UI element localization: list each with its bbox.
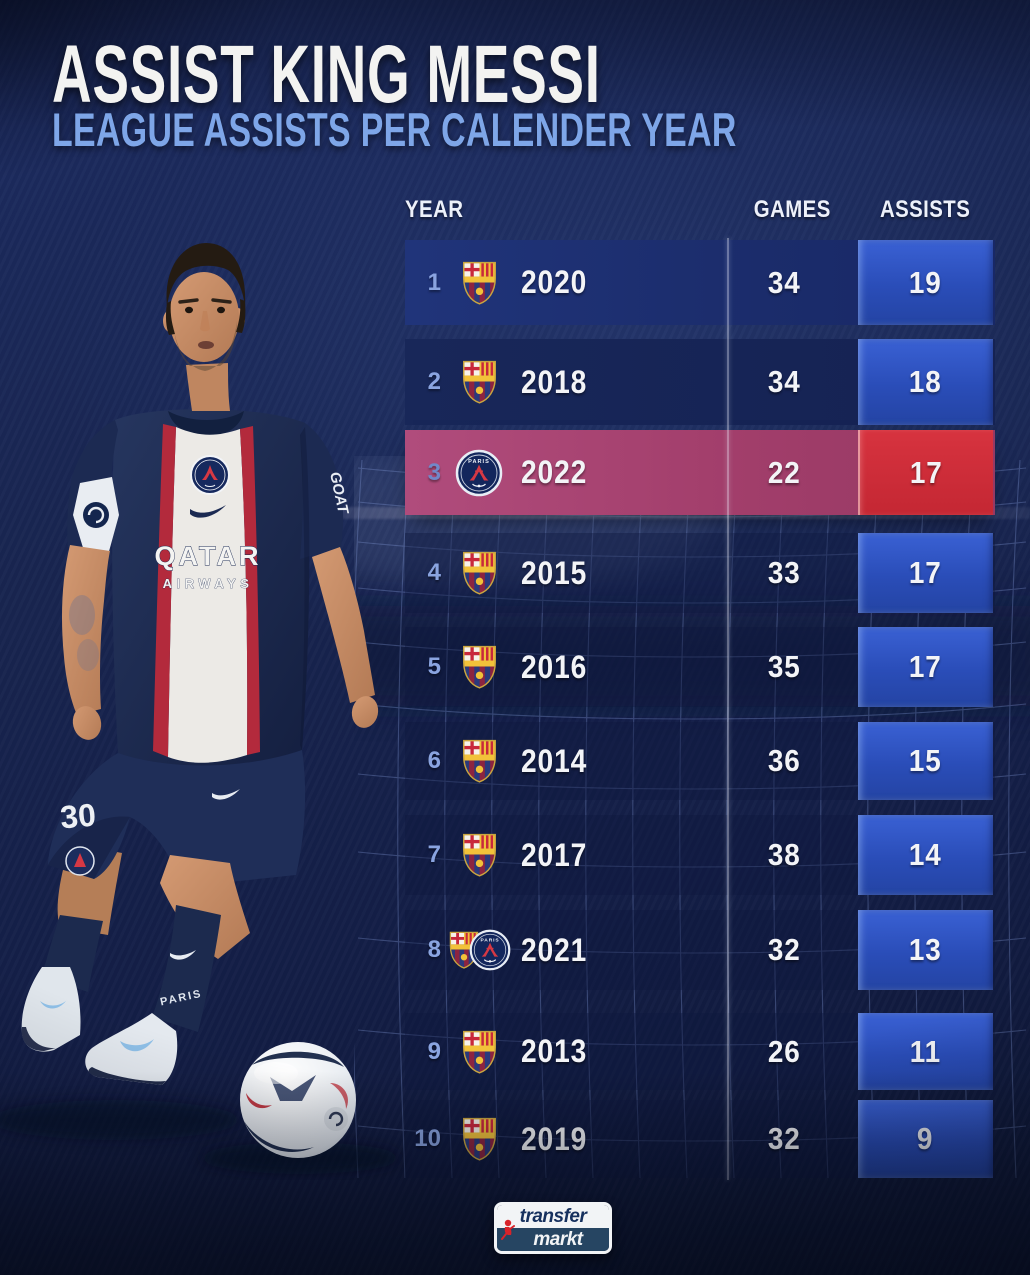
games-value: 34 (767, 364, 801, 399)
assists-value: 13 (909, 932, 942, 967)
table-row: 5 2016 35 17 (405, 627, 995, 707)
rank-label: 9 (427, 1037, 441, 1065)
barcelona-crest-icon (461, 738, 498, 784)
barcelona-crest-icon (461, 1116, 498, 1162)
assists-value: 11 (909, 1033, 942, 1069)
club-crest (445, 430, 513, 515)
year-value: 2016 (521, 648, 588, 685)
rank-label: 4 (427, 559, 441, 586)
assists-value: 9 (917, 1121, 934, 1156)
table-row: 10 2019 32 9 (405, 1100, 995, 1178)
assists-value: 17 (910, 454, 943, 490)
table-row: 9 2013 26 11 (405, 1013, 995, 1090)
year-value: 2014 (521, 742, 588, 779)
games-value: 32 (767, 932, 801, 967)
games-value: 32 (767, 1121, 801, 1156)
assists-cell: 18 (858, 339, 993, 425)
assists-value: 17 (909, 555, 942, 590)
games-value: 38 (767, 837, 801, 872)
club-crest (445, 722, 513, 800)
barcelona-crest-icon (461, 832, 498, 878)
club-crest (445, 815, 513, 895)
table-row: 8 2021 32 13 (405, 910, 995, 990)
rank-label: 6 (427, 747, 441, 774)
games-value: 26 (767, 1033, 801, 1069)
assists-cell: 13 (858, 910, 993, 990)
year-value: 2013 (521, 1033, 588, 1069)
club-crest (445, 240, 513, 325)
rank-label: 7 (427, 841, 441, 868)
assists-value: 18 (909, 364, 942, 399)
assists-value: 15 (909, 743, 942, 778)
year-value: 2022 (521, 454, 588, 490)
assists-cell: 9 (858, 1100, 993, 1178)
club-crest (445, 1100, 513, 1178)
assists-cell: 17 (858, 627, 993, 707)
table-row: 3 2022 22 17 (405, 430, 995, 515)
games-value: 34 (767, 264, 801, 300)
barcelona-crest-icon (461, 1029, 498, 1075)
year-value: 2017 (521, 836, 588, 873)
table-row: 2 2018 34 18 (405, 339, 995, 425)
rank-label: 8 (427, 936, 441, 963)
club-crest (445, 627, 513, 707)
assists-cell: 14 (858, 815, 993, 895)
logo-text-top: transfer (519, 1206, 587, 1227)
table-row: 4 2015 33 17 (405, 533, 995, 613)
rank-label: 2 (427, 368, 441, 395)
rank-label: 1 (427, 268, 441, 296)
games-value: 35 (767, 649, 801, 684)
club-crest (445, 1013, 513, 1090)
assists-cell: 17 (858, 430, 993, 515)
year-value: 2015 (521, 554, 588, 591)
barcelona-crest-icon (461, 260, 498, 306)
column-divider-line (727, 238, 729, 1180)
assists-cell: 17 (858, 533, 993, 613)
barcelona-crest-icon (461, 644, 498, 690)
club-crest (445, 533, 513, 613)
assists-cell: 11 (858, 1013, 993, 1090)
table-row: 1 2020 34 19 (405, 240, 995, 325)
assists-value: 14 (909, 837, 942, 872)
games-value: 36 (767, 743, 801, 778)
games-value: 33 (767, 555, 801, 590)
club-crest (445, 339, 513, 425)
transfermarkt-mascot-icon (501, 1219, 515, 1240)
rank-label: 3 (427, 458, 441, 486)
year-value: 2018 (521, 363, 588, 400)
table-row: 7 2017 38 14 (405, 815, 995, 895)
assists-value: 17 (909, 649, 942, 684)
psg-crest-icon (469, 929, 511, 971)
table-row: 6 2014 36 15 (405, 722, 995, 800)
transfermarkt-logo: transfer markt (494, 1202, 612, 1254)
barcelona-crest-icon (461, 359, 498, 405)
year-value: 2020 (521, 264, 588, 300)
rank-label: 10 (414, 1125, 441, 1152)
assists-cell: 19 (858, 240, 993, 325)
psg-crest-icon (455, 449, 503, 497)
logo-text-bottom: markt (533, 1229, 583, 1250)
games-value: 22 (767, 454, 801, 490)
year-value: 2019 (521, 1120, 588, 1157)
title-block: ASSIST KING MESSI LEAGUE ASSISTS PER CAL… (52, 34, 871, 154)
assists-value: 19 (909, 264, 942, 300)
page-subtitle: LEAGUE ASSISTS PER CALENDER YEAR (52, 103, 737, 156)
year-value: 2021 (521, 931, 588, 968)
barcelona-crest-icon (461, 550, 498, 596)
club-crest (445, 910, 513, 990)
rank-label: 5 (427, 653, 441, 680)
assists-cell: 15 (858, 722, 993, 800)
